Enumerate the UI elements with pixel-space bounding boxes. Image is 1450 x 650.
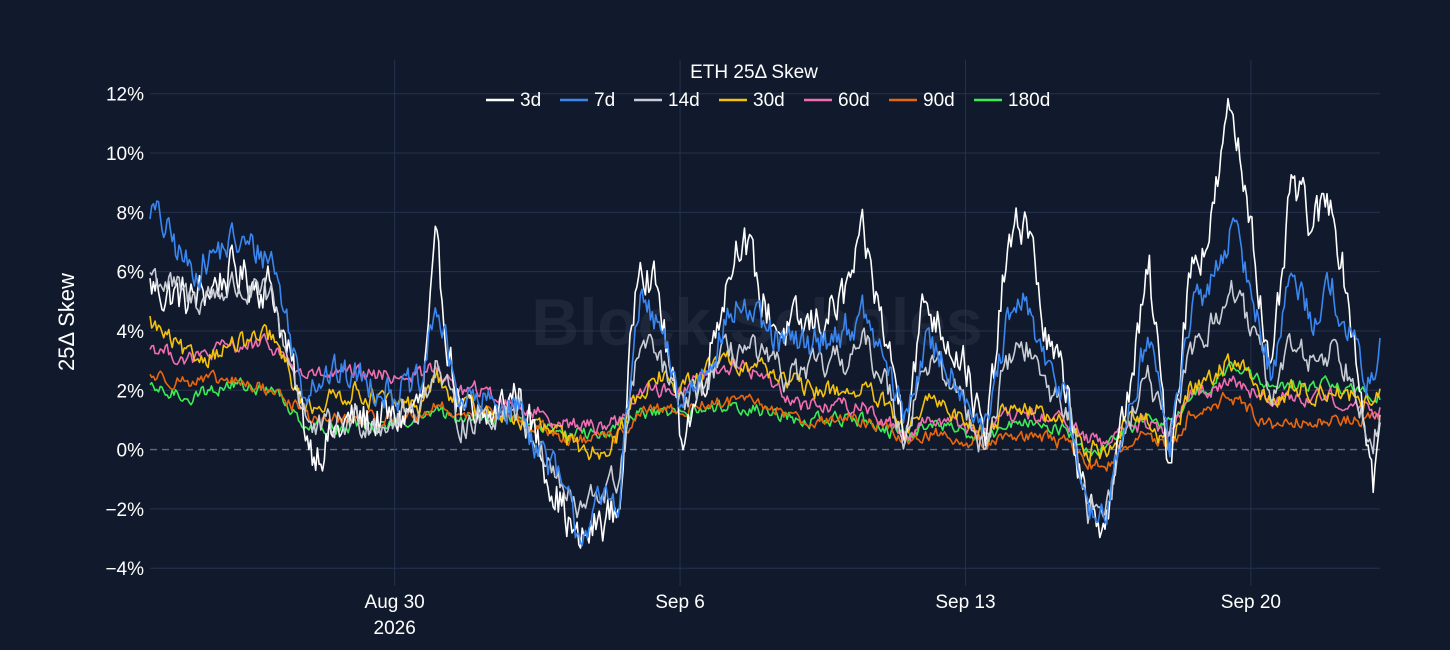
y-tick-label: 2% xyxy=(117,381,145,402)
x-axis-ticks: Aug 30 2026 Sep 6 Sep 13 Sep 20 xyxy=(365,592,1281,639)
legend: 3d 7d 14d 30d 60d 90d 180d xyxy=(486,90,1050,111)
watermark-text: Block Scholes xyxy=(531,285,982,359)
y-tick-label: −2% xyxy=(105,500,144,521)
y-tick-label: 10% xyxy=(106,144,144,165)
x-tick-label: Aug 30 xyxy=(365,592,425,613)
x-tick-label: Sep 13 xyxy=(935,592,995,613)
legend-label-14d[interactable]: 14d xyxy=(668,90,700,111)
legend-label-7d[interactable]: 7d xyxy=(594,90,615,111)
chart-title: ETH 25Δ Skew xyxy=(690,62,818,83)
series-line-7d xyxy=(149,200,1381,547)
y-tick-label: 6% xyxy=(117,263,145,284)
grid xyxy=(150,60,1380,586)
series-line-30d xyxy=(149,315,1381,464)
legend-label-60d[interactable]: 60d xyxy=(838,90,870,111)
y-tick-label: 4% xyxy=(117,322,145,343)
series-layer xyxy=(149,97,1381,549)
x-tick-sublabel: 2026 xyxy=(374,618,416,639)
legend-label-3d[interactable]: 3d xyxy=(520,90,541,111)
x-tick-label: Sep 6 xyxy=(655,592,705,613)
x-tick-label: Sep 20 xyxy=(1221,592,1281,613)
legend-label-180d[interactable]: 180d xyxy=(1008,90,1050,111)
series-line-3d xyxy=(149,97,1381,549)
legend-label-90d[interactable]: 90d xyxy=(923,90,955,111)
y-tick-label: 12% xyxy=(106,85,144,106)
legend-label-30d[interactable]: 30d xyxy=(753,90,785,111)
y-axis-ticks: 12% 10% 8% 6% 4% 2% 0% −2% −4% xyxy=(105,85,144,580)
y-tick-label: −4% xyxy=(105,559,144,580)
y-tick-label: 8% xyxy=(117,203,145,224)
y-axis-label: 25Δ Skew xyxy=(54,273,79,371)
y-tick-label: 0% xyxy=(117,441,145,462)
